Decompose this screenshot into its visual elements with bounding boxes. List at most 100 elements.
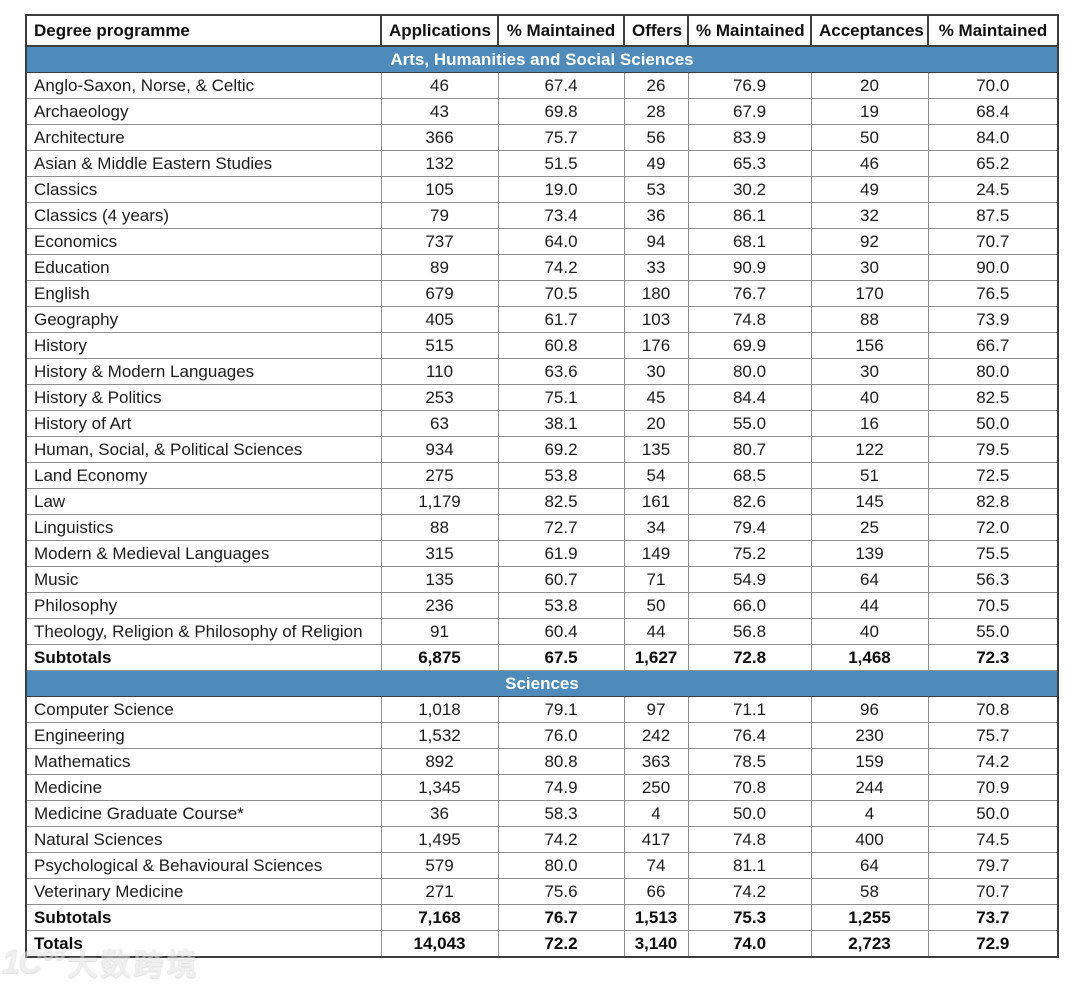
value-cell: 72.0 (927, 514, 1059, 541)
value-cell: 84.4 (687, 384, 812, 411)
table-row: Archaeology 43 69.8 28 67.9 19 68.4 (25, 98, 1059, 125)
programme-cell: Medicine (25, 774, 382, 801)
value-cell: 49 (810, 176, 929, 203)
value-cell: 97 (623, 696, 689, 723)
value-cell: 65.2 (927, 150, 1059, 177)
value-cell: 70.7 (927, 878, 1059, 905)
value-cell: 139 (810, 540, 929, 567)
section-banner-title: Sciences (25, 670, 1059, 697)
value-cell: 25 (810, 514, 929, 541)
value-cell: 89 (380, 254, 499, 281)
value-cell: 92 (810, 228, 929, 255)
value-cell: 79 (380, 202, 499, 229)
value-cell: 75.5 (927, 540, 1059, 567)
value-cell: 1,532 (380, 722, 499, 749)
table-row: Asian & Middle Eastern Studies 132 51.5 49 6… (25, 150, 1059, 177)
value-cell: 56.8 (687, 618, 812, 645)
value-cell: 67.4 (497, 72, 625, 99)
value-cell: 19 (810, 98, 929, 125)
table-row: Human, Social, & Political Sciences 934 69… (25, 436, 1059, 463)
table-row: Classics 105 19.0 53 30.2 49 24.5 (25, 176, 1059, 203)
value-cell: 3,140 (623, 930, 689, 958)
table-row: History 515 60.8 176 69.9 156 66.7 (25, 332, 1059, 359)
value-cell: 1,468 (810, 644, 929, 671)
value-cell: 46 (380, 72, 499, 99)
column-header-degree-programme: Degree programme (25, 14, 382, 47)
value-cell: 69.2 (497, 436, 625, 463)
value-cell: 87.5 (927, 202, 1059, 229)
table-row: Economics 737 64.0 94 68.1 92 70.7 (25, 228, 1059, 255)
value-cell: 67.5 (497, 644, 625, 671)
table-row: English 679 70.5 180 76.7 170 76.5 (25, 280, 1059, 307)
value-cell: 51 (810, 462, 929, 489)
value-cell: 71 (623, 566, 689, 593)
value-cell: 64 (810, 852, 929, 879)
value-cell: 74.9 (497, 774, 625, 801)
table-row: Psychological & Behavioural Sciences 579 8… (25, 852, 1059, 879)
table-row: History of Art 63 38.1 20 55.0 16 50.0 (25, 410, 1059, 437)
value-cell: 72.2 (497, 930, 625, 958)
value-cell: 26 (623, 72, 689, 99)
value-cell: 81.1 (687, 852, 812, 879)
value-cell: 51.5 (497, 150, 625, 177)
value-cell: 28 (623, 98, 689, 125)
value-cell: 75.7 (927, 722, 1059, 749)
programme-cell: Education (25, 254, 382, 281)
value-cell: 145 (810, 488, 929, 515)
table-row: Computer Science 1,018 79.1 97 71.1 96 70.8 (25, 696, 1059, 723)
value-cell: 58.3 (497, 800, 625, 827)
value-cell: 315 (380, 540, 499, 567)
programme-cell: Archaeology (25, 98, 382, 125)
value-cell: 38.1 (497, 410, 625, 437)
value-cell: 78.5 (687, 748, 812, 775)
table-row: Classics (4 years) 79 73.4 36 86.1 32 87.5 (25, 202, 1059, 229)
value-cell: 66.7 (927, 332, 1059, 359)
value-cell: 20 (623, 410, 689, 437)
value-cell: 72.8 (687, 644, 812, 671)
value-cell: 58 (810, 878, 929, 905)
value-cell: 149 (623, 540, 689, 567)
programme-cell: Music (25, 566, 382, 593)
value-cell: 40 (810, 618, 929, 645)
value-cell: 91 (380, 618, 499, 645)
value-cell: 55.0 (927, 618, 1059, 645)
programme-cell: Computer Science (25, 696, 382, 723)
programme-cell: Classics (4 years) (25, 202, 382, 229)
value-cell: 70.8 (927, 696, 1059, 723)
value-cell: 54 (623, 462, 689, 489)
value-cell: 1,179 (380, 488, 499, 515)
value-cell: 68.1 (687, 228, 812, 255)
value-cell: 253 (380, 384, 499, 411)
value-cell: 16 (810, 410, 929, 437)
totals-row: Totals 14,043 72.2 3,140 74.0 2,723 72.9 (25, 930, 1059, 958)
programme-cell: Mathematics (25, 748, 382, 775)
value-cell: 14,043 (380, 930, 499, 958)
subtotals-row: Subtotals 7,168 76.7 1,513 75.3 1,255 73.7 (25, 904, 1059, 931)
value-cell: 50.0 (687, 800, 812, 827)
value-cell: 515 (380, 332, 499, 359)
column-header-4: % Maintained (687, 14, 812, 47)
value-cell: 76.9 (687, 72, 812, 99)
value-cell: 56.3 (927, 566, 1059, 593)
value-cell: 53.8 (497, 592, 625, 619)
value-cell: 96 (810, 696, 929, 723)
value-cell: 1,495 (380, 826, 499, 853)
value-cell: 122 (810, 436, 929, 463)
value-cell: 75.6 (497, 878, 625, 905)
value-cell: 230 (810, 722, 929, 749)
value-cell: 366 (380, 124, 499, 151)
table-row: Philosophy 236 53.8 50 66.0 44 70.5 (25, 592, 1059, 619)
programme-cell: Economics (25, 228, 382, 255)
value-cell: 50 (623, 592, 689, 619)
value-cell: 75.1 (497, 384, 625, 411)
programme-cell: History of Art (25, 410, 382, 437)
value-cell: 1,345 (380, 774, 499, 801)
value-cell: 400 (810, 826, 929, 853)
programme-cell: Subtotals (25, 904, 382, 931)
value-cell: 79.7 (927, 852, 1059, 879)
value-cell: 275 (380, 462, 499, 489)
table-row: Theology, Religion & Philosophy of Relig… (25, 618, 1059, 645)
value-cell: 46 (810, 150, 929, 177)
programme-cell: Psychological & Behavioural Sciences (25, 852, 382, 879)
value-cell: 74 (623, 852, 689, 879)
